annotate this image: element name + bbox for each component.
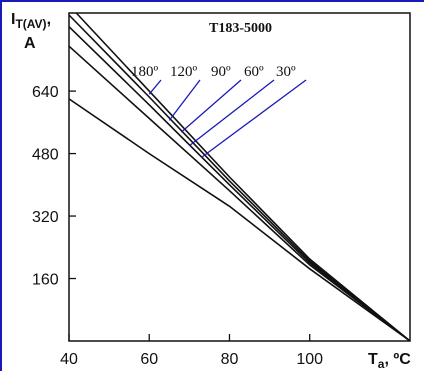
top-border-line bbox=[0, 0, 424, 2]
x-tick-label: 80 bbox=[221, 351, 239, 368]
y-axis-title: IT(AV), bbox=[11, 11, 51, 31]
y-tick-label: 160 bbox=[32, 272, 59, 289]
x-tick-label: 40 bbox=[60, 351, 78, 368]
annotation-label-60deg: 60º bbox=[244, 64, 264, 80]
annotation-label-120deg: 120º bbox=[170, 64, 198, 80]
y-axis-unit: A bbox=[24, 35, 36, 52]
series-line-60deg bbox=[68, 45, 411, 342]
y-tick-label: 320 bbox=[32, 209, 59, 226]
series-line-120deg bbox=[68, 14, 411, 342]
annotation-label-30deg: 30º bbox=[276, 64, 296, 80]
x-axis-sub: a bbox=[378, 357, 385, 371]
x-tick-label: 60 bbox=[140, 351, 158, 368]
annotation-leader-180deg bbox=[148, 79, 162, 95]
y-tick-label: 480 bbox=[32, 147, 59, 164]
series-line-30deg bbox=[68, 98, 411, 342]
series-line-180deg bbox=[75, 12, 411, 342]
x-tick-layer: 40 60 80 100 bbox=[60, 334, 323, 368]
annotation-label-180deg: 180º bbox=[131, 64, 159, 80]
y-tick-layer: 160 320 480 640 bbox=[32, 84, 76, 289]
x-axis-title: Ta, ºC bbox=[368, 351, 411, 371]
annotation-label-90deg: 90º bbox=[211, 64, 231, 80]
plot-frame bbox=[68, 12, 411, 342]
annotation-leader-120deg bbox=[168, 79, 201, 121]
y-axis-sub: T(AV) bbox=[15, 17, 46, 31]
x-axis-main: T bbox=[368, 351, 378, 368]
x-axis-tail: , ºC bbox=[384, 351, 411, 368]
series-line-90deg bbox=[68, 26, 411, 342]
annotation-leader-90deg bbox=[180, 79, 242, 133]
chart-title: T183-5000 bbox=[209, 21, 272, 36]
annotation-layer: 180º 120º 90º 60º 30º bbox=[131, 64, 307, 158]
y-axis-main: I bbox=[11, 11, 15, 28]
annotation-leader-30deg bbox=[201, 79, 307, 158]
y-axis-tail: , bbox=[47, 11, 51, 28]
x-tick-label: 100 bbox=[296, 351, 323, 368]
series-layer bbox=[68, 12, 411, 342]
left-border-line bbox=[0, 0, 2, 371]
y-tick-label: 640 bbox=[32, 84, 59, 101]
annotation-leader-60deg bbox=[188, 79, 275, 147]
